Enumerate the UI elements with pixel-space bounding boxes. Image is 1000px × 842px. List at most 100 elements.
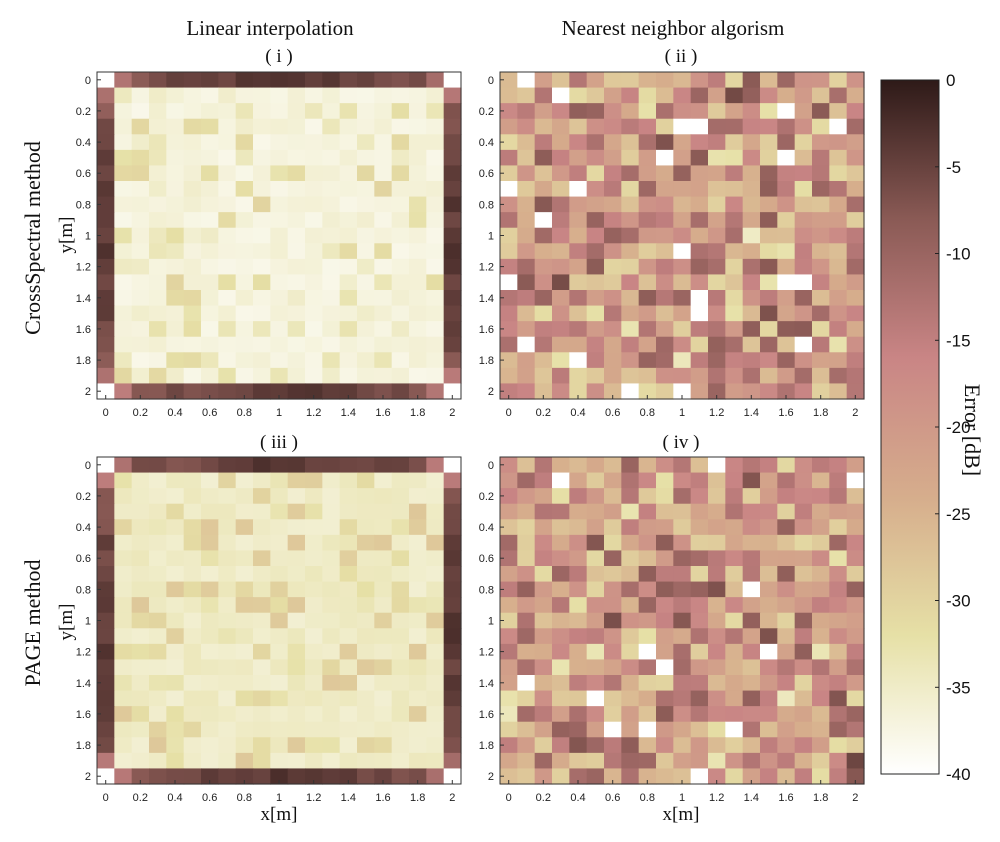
y-tick-label: 1.4 [76,678,91,690]
heatmap-cell [690,305,709,322]
x-tick-label: 1.2 [709,792,724,804]
heatmap-cell [235,212,254,229]
heatmap-cell [409,383,427,400]
heatmap-cell [794,519,813,536]
heatmap-cell [183,383,202,400]
heatmap-cell [656,72,674,89]
heatmap-cell [760,212,778,229]
heatmap-cell [742,321,761,338]
heatmap-cell [114,383,133,400]
heatmap-cell [339,534,358,552]
heatmap-cell [339,519,358,536]
heatmap-cell [357,628,375,645]
heatmap-cell [97,134,115,151]
heatmap-cell [760,550,778,567]
heatmap-cell [777,612,796,629]
heatmap-cell [586,597,605,614]
heatmap-cell [621,149,640,167]
heatmap-cell [725,643,744,661]
heatmap-cell [322,352,341,369]
heatmap-cell [218,274,237,291]
heatmap-cell [690,103,709,120]
heatmap-cell [149,721,167,738]
heatmap-cell [656,258,674,276]
heatmap-cell [322,472,341,489]
heatmap-cell [604,367,622,385]
heatmap-cell [253,581,271,598]
heatmap-cell [742,550,761,567]
heatmap-cell [794,227,813,244]
heatmap-cell [656,134,674,151]
heatmap-cell [409,581,427,598]
heatmap-cell [357,367,375,385]
heatmap-cell [131,118,150,135]
heatmap-cell [829,367,848,385]
heatmap-cell [201,581,219,598]
heatmap-cell [305,352,323,369]
heatmap-cell [794,581,813,598]
heatmap-cell [409,165,427,182]
heatmap-cell [552,196,570,213]
heatmap-cell [569,643,588,661]
heatmap-cell [534,472,553,489]
heatmap-cell [357,149,375,167]
heatmap-cell [253,274,271,291]
heatmap-cell [218,690,237,707]
heatmap-cell [742,258,761,276]
heatmap-cell [690,352,709,369]
heatmap-cell [322,581,341,598]
heatmap-cell [339,212,358,229]
heatmap-cell [500,87,518,104]
heatmap-cell [409,488,427,505]
heatmap-cell [443,488,462,505]
heatmap-cell [305,290,323,307]
y-tick-label: 1.4 [76,293,91,305]
heatmap-cell [725,290,744,307]
heatmap-cell [253,534,271,552]
heatmap-cell [794,72,813,89]
heatmap-cell [673,305,692,322]
heatmap-cell [638,243,657,260]
heatmap-cell [426,706,445,723]
heatmap-cell [149,488,167,505]
heatmap-cell [218,488,237,505]
heatmap-cell [534,675,553,692]
x-tick-label: 2 [449,792,455,804]
heatmap-cell [443,597,462,614]
heatmap-cell [690,768,709,785]
heatmap-cell [794,628,813,645]
heatmap-cell [569,196,588,213]
heatmap-cell [812,212,830,229]
heatmap-cell [846,118,865,135]
heatmap-cell [500,118,518,135]
heatmap-cell [586,367,605,385]
heatmap-cell [829,503,848,520]
heatmap-cell [569,118,588,135]
heatmap-cell [357,675,375,692]
heatmap-cell [114,581,133,598]
heatmap-cell [569,181,588,198]
heatmap-cell [131,336,150,353]
heatmap-cell [114,752,133,770]
heatmap-cell [97,581,115,598]
heatmap-cell [357,103,375,120]
heatmap-cell [725,134,744,151]
heatmap-cell [794,212,813,229]
heatmap-cell [500,675,518,692]
heatmap-cell [235,103,254,120]
heatmap-cell [322,597,341,614]
heatmap-cell [357,321,375,338]
heatmap-cell [500,737,518,754]
heatmap-cell [517,581,536,598]
heatmap-cell [201,72,219,89]
heatmap-cell [690,628,709,645]
heatmap-cell [586,721,605,738]
heatmap-cell [621,321,640,338]
heatmap-cell [131,457,150,474]
heatmap-cell [500,196,518,213]
heatmap-cell [166,227,185,244]
y-axis-label-bottom: y[m] [56,604,77,641]
heatmap-cell [552,134,570,151]
heatmap-cell [149,352,167,369]
heatmap-cell [409,737,427,754]
